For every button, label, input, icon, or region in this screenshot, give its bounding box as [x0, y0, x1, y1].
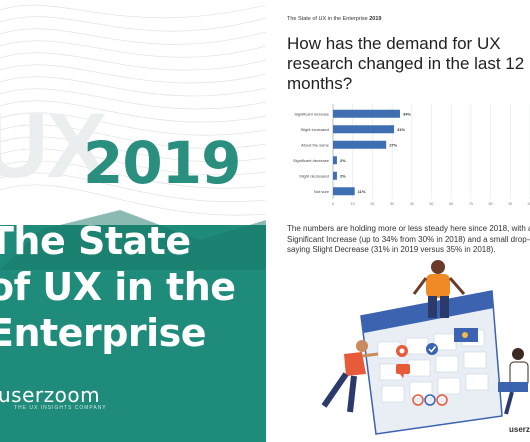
- wave-pattern-background: [0, 4, 266, 216]
- x-tick-label: 0: [332, 202, 334, 206]
- analysis-paragraph: The numbers are holding more or less ste…: [287, 224, 530, 256]
- person-pushing-icon: [321, 340, 379, 413]
- bar-chart-svg: 0 10 20 30 40 50 60 70 80 90 100 Significant increa…: [293, 104, 530, 206]
- checkmark-icon: [426, 343, 438, 355]
- paragraph-line: The numbers are holding more or less ste…: [287, 224, 530, 233]
- x-tick-label: 20: [370, 202, 374, 206]
- bar-value-label: 2%: [340, 158, 346, 163]
- report-page: The State of UX in the Enterprise 2019 H…: [266, 0, 530, 442]
- cover-title-line: of UX in the: [0, 265, 236, 309]
- bar-value-label: 34%: [403, 111, 411, 116]
- chat-bubble-icon: [396, 364, 410, 378]
- x-tick-label: 40: [410, 202, 414, 206]
- header-title: The State of UX in the Enterprise: [287, 16, 368, 22]
- category-label: Slight decreased: [299, 173, 329, 178]
- paragraph-line: Significant Increase (up to 34% from 30%…: [287, 234, 530, 244]
- bar: [333, 156, 337, 165]
- bar: [333, 187, 355, 196]
- x-tick-label: 70: [469, 202, 473, 206]
- x-tick-label: 80: [489, 202, 493, 206]
- page-header: The State of UX in the Enterprise 2019: [287, 16, 382, 22]
- x-tick-label: 30: [390, 202, 394, 206]
- person-sitting-icon: [498, 348, 529, 415]
- category-label: Significant increase: [294, 111, 329, 116]
- category-label: Significant decrease: [293, 158, 330, 163]
- calendar-board-icon: [360, 290, 503, 435]
- x-tick-label: 10: [351, 202, 355, 206]
- header-year: 2019: [369, 16, 382, 22]
- bar-value-label: 27%: [389, 142, 397, 147]
- x-tick-label: 90: [508, 202, 512, 206]
- gear-icon: [396, 345, 408, 357]
- x-tick-label: 60: [449, 202, 453, 206]
- x-tick-label: 50: [430, 202, 434, 206]
- report-cover: UX 2019 The State of UX in the Enterpris…: [0, 4, 266, 442]
- bar: [333, 140, 387, 149]
- bar: [333, 171, 337, 180]
- category-label: Slight increased: [301, 127, 329, 132]
- cover-title-line: Enterprise: [0, 311, 207, 355]
- bar-value-label: 2%: [340, 173, 346, 178]
- bar-chart: 0 10 20 30 40 50 60 70 80 90 100 Significant increa…: [266, 100, 530, 206]
- team-illustration: [321, 260, 529, 435]
- bar-value-label: 11%: [358, 189, 366, 194]
- bar: [333, 125, 395, 134]
- category-label: About the same: [301, 142, 330, 147]
- logo-tagline: THE UX INSIGHTS COMPANY: [14, 405, 107, 411]
- person-standing-icon: [412, 260, 466, 318]
- cover-photo-overlay: [0, 210, 266, 270]
- x-tick-label: 100: [527, 202, 530, 206]
- paragraph-line: saying Slight Decrease (31% in 2019 vers…: [287, 245, 496, 254]
- brand-footer: userzo: [509, 425, 530, 434]
- bar: [333, 109, 400, 118]
- cover-title-line: The State: [0, 219, 191, 263]
- cover-big-text: UX: [0, 95, 108, 197]
- cover-year: 2019: [83, 129, 241, 197]
- category-label: Not sure: [314, 189, 330, 194]
- survey-question: How has the demand for UX research chang…: [287, 34, 525, 93]
- userzoom-logo: userzoom: [0, 383, 101, 407]
- cover-title: The State of UX in the Enterprise: [0, 218, 236, 356]
- bar-value-label: 31%: [397, 127, 405, 132]
